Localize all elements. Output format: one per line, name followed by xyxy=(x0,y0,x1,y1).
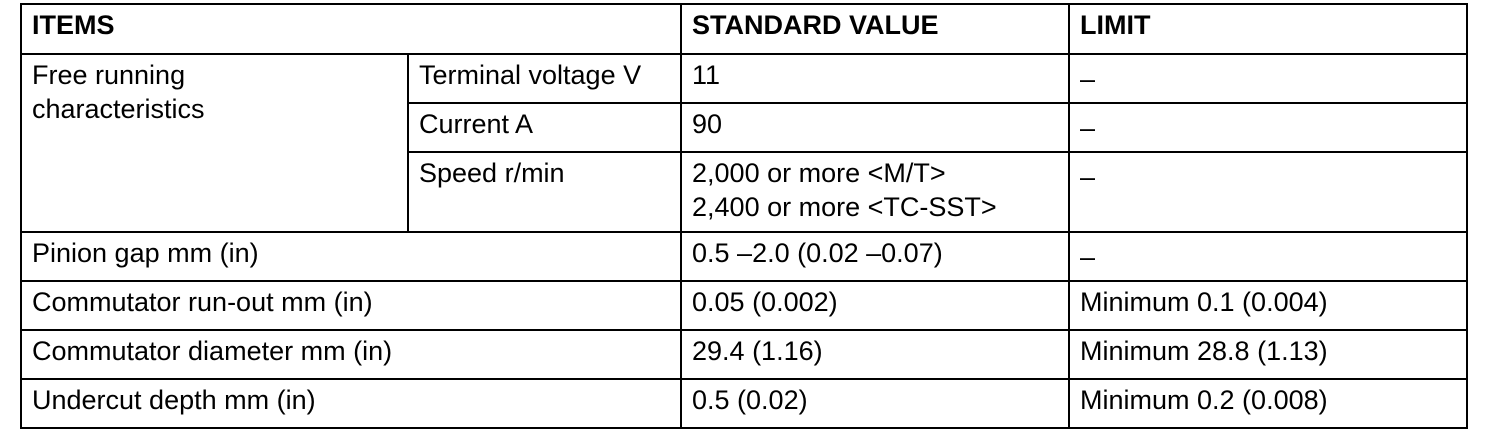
limit-speed: – xyxy=(1068,151,1469,233)
limit-terminal-voltage-value: – xyxy=(1080,64,1096,94)
limit-speed-value: – xyxy=(1080,162,1096,192)
standard-speed-mt: 2,000 or more <M/T> xyxy=(692,158,946,188)
limit-pinion-gap-value: – xyxy=(1080,242,1096,272)
standard-pinion-gap: 0.5 –2.0 (0.02 –0.07) xyxy=(680,231,1071,282)
header-limit: LIMIT xyxy=(1068,3,1469,55)
standard-speed: 2,000 or more <M/T> 2,400 or more <TC-SS… xyxy=(680,151,1071,233)
spec-table: ITEMS STANDARD VALUE LIMIT Free running … xyxy=(19,3,1469,429)
table-row-terminal-voltage: Free running characteristics Terminal vo… xyxy=(20,53,1469,233)
free-running-label-line1: Free running xyxy=(32,60,186,90)
table-row-speed: Speed r/min 2,000 or more <M/T> 2,400 or… xyxy=(21,151,1469,233)
header-row: ITEMS STANDARD VALUE LIMIT xyxy=(19,3,1469,55)
standard-speed-tc-sst: 2,400 or more <TC-SST> xyxy=(692,192,997,222)
table-row-commutator-run-out: Commutator run-out mm (in) 0.05 (0.002) … xyxy=(19,280,1469,331)
table-row-current: Current A 90 – xyxy=(21,102,1469,153)
sub-item-current: Current A xyxy=(406,102,683,153)
table-row-pinion-gap: Pinion gap mm (in) 0.5 –2.0 (0.02 –0.07)… xyxy=(19,231,1469,282)
limit-undercut-depth: Minimum 0.2 (0.008) xyxy=(1068,378,1469,429)
limit-current: – xyxy=(1068,102,1469,153)
standard-commutator-run-out: 0.05 (0.002) xyxy=(680,280,1071,331)
limit-current-value: – xyxy=(1080,113,1096,143)
limit-commutator-diameter: Minimum 28.8 (1.13) xyxy=(1068,329,1469,380)
limit-terminal-voltage: – xyxy=(1068,53,1469,104)
free-running-label-line2: characteristics xyxy=(32,94,205,124)
standard-current: 90 xyxy=(680,102,1071,153)
item-undercut-depth: Undercut depth mm (in) xyxy=(19,378,683,429)
standard-commutator-diameter: 29.4 (1.16) xyxy=(680,329,1071,380)
standard-undercut-depth: 0.5 (0.02) xyxy=(680,378,1071,429)
item-pinion-gap: Pinion gap mm (in) xyxy=(19,231,683,282)
table-row-commutator-diameter: Commutator diameter mm (in) 29.4 (1.16) … xyxy=(19,329,1469,380)
free-running-label: Free running characteristics xyxy=(20,53,409,233)
sub-item-terminal-voltage: Terminal voltage V xyxy=(406,53,683,104)
item-commutator-diameter: Commutator diameter mm (in) xyxy=(19,329,683,380)
header-standard-value: STANDARD VALUE xyxy=(680,3,1071,55)
header-items: ITEMS xyxy=(19,3,683,55)
limit-pinion-gap: – xyxy=(1068,231,1469,282)
table-row-undercut-depth: Undercut depth mm (in) 0.5 (0.02) Minimu… xyxy=(19,378,1469,429)
standard-terminal-voltage: 11 xyxy=(680,53,1071,104)
limit-commutator-run-out: Minimum 0.1 (0.004) xyxy=(1068,280,1469,331)
sub-item-speed: Speed r/min xyxy=(406,151,683,233)
item-commutator-run-out: Commutator run-out mm (in) xyxy=(19,280,683,331)
